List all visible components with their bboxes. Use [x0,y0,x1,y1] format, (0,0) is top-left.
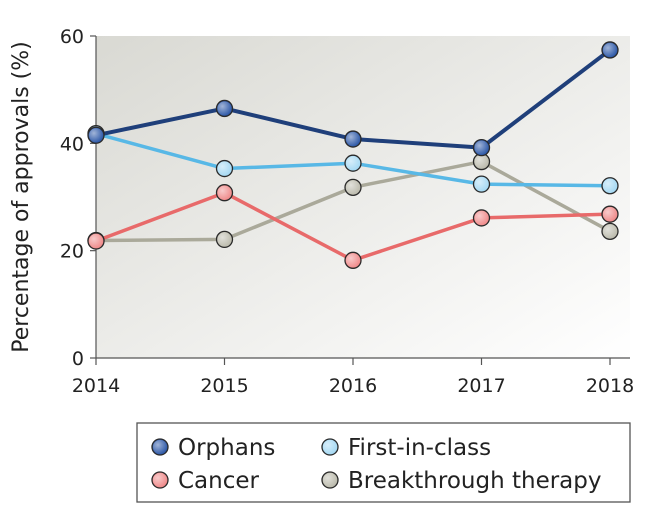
legend-box [136,422,631,503]
data-point-first-in-class [601,177,619,195]
data-point-orphans [472,138,491,157]
legend-label: Cancer [178,468,260,494]
y-tick-label: 20 [60,241,84,263]
x-tick-label: 2014 [72,375,120,397]
y-axis-title: Percentage of approvals (%) [9,41,34,353]
data-point-cancer [472,209,491,227]
data-point-orphans [601,41,619,59]
x-tick-label: 2015 [200,375,248,397]
data-point-cancer [344,251,362,269]
data-point-orphans [344,130,362,148]
plot-area [96,36,630,358]
legend-item-orphans: Orphans [151,435,275,461]
legend-item-first-in-class: First-in-class [321,435,491,461]
y-ticks: 0 20 40 60 [60,26,96,370]
x-tick-label: 2017 [457,375,505,397]
data-point-orphans [215,99,234,118]
legend-item-breakthrough-therapy: Breakthrough therapy [321,468,601,494]
data-point-cancer [215,184,234,202]
legend-item-cancer: Cancer [151,468,260,494]
x-ticks: 2014 2015 2016 2017 2018 [72,358,634,397]
data-point-orphans [87,126,105,144]
y-tick-label: 0 [72,348,84,370]
y-tick-label: 40 [60,133,84,155]
legend-label: Orphans [178,435,275,461]
legend: Orphans Cancer First-in-class Breakthrough … [136,422,631,503]
data-point-breakthrough-therapy [344,178,362,196]
data-point-first-in-class [472,175,491,193]
data-point-cancer [87,232,105,250]
legend-label: Breakthrough therapy [348,468,601,494]
y-tick-label: 60 [60,26,84,48]
data-point-cancer [601,205,619,223]
data-point-first-in-class [344,154,362,172]
x-tick-label: 2016 [329,375,377,397]
data-point-breakthrough-therapy [472,152,491,171]
data-point-breakthrough-therapy [601,222,619,240]
data-point-breakthrough-therapy [215,230,234,249]
legend-label: First-in-class [348,435,491,461]
x-tick-label: 2018 [586,375,634,397]
series-markers [87,41,619,269]
axes [95,36,630,359]
data-point-first-in-class [215,159,234,178]
